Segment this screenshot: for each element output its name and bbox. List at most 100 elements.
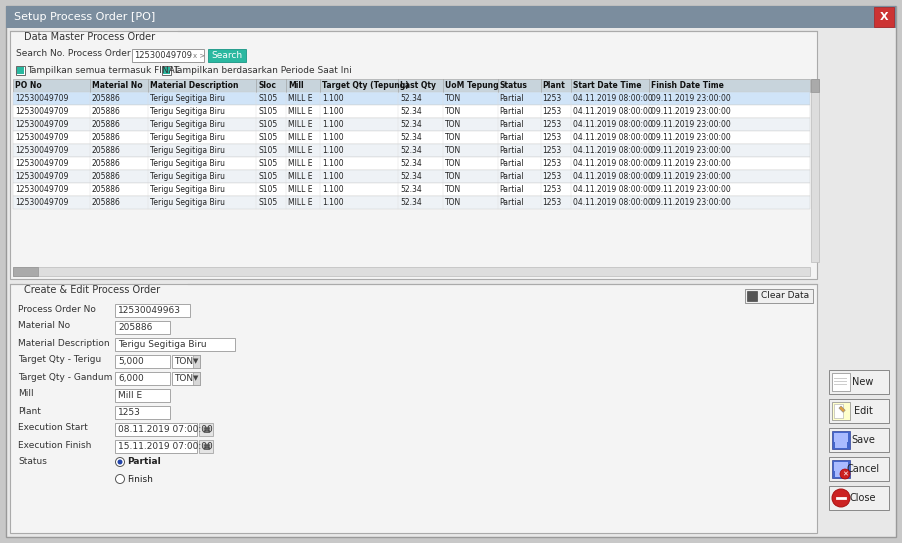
Text: Search: Search — [211, 51, 243, 60]
Text: 1253: 1253 — [543, 159, 562, 168]
Text: 52.34: 52.34 — [400, 94, 422, 103]
Text: 04.11.2019 08:00:00: 04.11.2019 08:00:00 — [573, 146, 653, 155]
Bar — [13, 267, 38, 276]
Text: Partial: Partial — [500, 159, 524, 168]
Bar — [829, 370, 889, 394]
Text: 205886: 205886 — [118, 323, 152, 332]
Text: 52.34: 52.34 — [400, 107, 422, 116]
Text: Material Description: Material Description — [151, 81, 239, 90]
Text: Mill: Mill — [18, 389, 33, 399]
Text: TON: TON — [446, 172, 462, 181]
Text: Clear Data: Clear Data — [761, 292, 809, 300]
Text: 205886: 205886 — [91, 94, 120, 103]
Bar — [13, 105, 810, 118]
Text: Target Qty - Terigu: Target Qty - Terigu — [18, 356, 101, 364]
Bar — [115, 440, 197, 453]
Bar — [10, 31, 817, 279]
Text: MILL E: MILL E — [289, 198, 313, 207]
Bar — [199, 440, 213, 453]
Text: Save: Save — [851, 435, 875, 445]
Bar — [193, 372, 200, 385]
Text: 205886: 205886 — [91, 120, 120, 129]
Text: 09.11.2019 23:00:00: 09.11.2019 23:00:00 — [651, 133, 731, 142]
Bar — [13, 196, 810, 209]
Bar — [829, 399, 889, 423]
Text: 12530049963: 12530049963 — [118, 306, 181, 315]
Bar — [199, 423, 213, 436]
Bar — [829, 457, 889, 481]
Bar — [115, 389, 170, 402]
Text: Partial: Partial — [500, 198, 524, 207]
Bar — [13, 79, 810, 92]
Bar — [745, 289, 813, 303]
Text: Mill: Mill — [289, 81, 304, 90]
Text: 12530049709: 12530049709 — [15, 94, 69, 103]
Text: 52.34: 52.34 — [400, 198, 422, 207]
Bar — [829, 428, 889, 452]
Text: 1253: 1253 — [543, 146, 562, 155]
Text: S105: S105 — [258, 133, 277, 142]
Text: Finish: Finish — [127, 475, 152, 483]
Text: 1.100: 1.100 — [322, 172, 344, 181]
Circle shape — [832, 489, 850, 507]
Text: 1253: 1253 — [543, 172, 562, 181]
Text: S105: S105 — [258, 185, 277, 194]
Text: Terigu Segitiga Biru: Terigu Segitiga Biru — [118, 340, 207, 349]
Text: 12530049709: 12530049709 — [15, 146, 69, 155]
Text: MILL E: MILL E — [289, 94, 313, 103]
Text: MILL E: MILL E — [289, 133, 313, 142]
Text: 52.34: 52.34 — [400, 159, 422, 168]
Text: Terigu Segitiga Biru: Terigu Segitiga Biru — [151, 185, 226, 194]
Text: 09.11.2019 23:00:00: 09.11.2019 23:00:00 — [651, 107, 731, 116]
Text: 12530049709: 12530049709 — [15, 159, 69, 168]
Bar — [115, 304, 190, 317]
Text: 12530049709: 12530049709 — [15, 172, 69, 181]
Text: ▼: ▼ — [193, 376, 198, 382]
Text: Sloc: Sloc — [258, 81, 276, 90]
Text: TON: TON — [446, 198, 462, 207]
Text: Partial: Partial — [500, 146, 524, 155]
Text: New: New — [852, 377, 874, 387]
Bar — [874, 7, 894, 27]
Text: Setup Process Order [PO]: Setup Process Order [PO] — [14, 12, 155, 22]
Text: Terigu Segitiga Biru: Terigu Segitiga Biru — [151, 107, 226, 116]
Bar — [115, 423, 197, 436]
Text: TON: TON — [446, 120, 462, 129]
Bar — [10, 284, 817, 533]
Bar — [811, 79, 819, 262]
Text: Target Qty (Tepung): Target Qty (Tepung) — [322, 81, 409, 90]
Text: MILL E: MILL E — [289, 159, 313, 168]
Bar — [829, 486, 889, 510]
Bar — [13, 170, 810, 183]
Text: 6,000: 6,000 — [118, 374, 143, 383]
Text: 205886: 205886 — [91, 198, 120, 207]
Text: Terigu Segitiga Biru: Terigu Segitiga Biru — [151, 198, 226, 207]
Text: MILL E: MILL E — [289, 120, 313, 129]
Text: 1.100: 1.100 — [322, 107, 344, 116]
Text: S105: S105 — [258, 172, 277, 181]
Text: Partial: Partial — [127, 458, 161, 466]
Text: Create & Edit Process Order: Create & Edit Process Order — [24, 285, 161, 295]
Text: 09.11.2019 23:00:00: 09.11.2019 23:00:00 — [651, 146, 731, 155]
Text: S105: S105 — [258, 146, 277, 155]
Bar — [834, 404, 843, 418]
Text: Partial: Partial — [500, 107, 524, 116]
Text: S105: S105 — [258, 198, 277, 207]
Text: MILL E: MILL E — [289, 185, 313, 194]
Text: 1.100: 1.100 — [322, 185, 344, 194]
Text: 12530049709: 12530049709 — [15, 120, 69, 129]
Text: 1.100: 1.100 — [322, 133, 344, 142]
Text: 09.11.2019 23:00:00: 09.11.2019 23:00:00 — [651, 172, 731, 181]
Text: PO No: PO No — [15, 81, 41, 90]
Text: 04.11.2019 08:00:00: 04.11.2019 08:00:00 — [573, 94, 653, 103]
Text: 52.34: 52.34 — [400, 172, 422, 181]
Bar — [13, 267, 810, 276]
Text: TON: TON — [446, 159, 462, 168]
Bar — [172, 372, 200, 385]
Text: Status: Status — [18, 458, 47, 466]
Text: 04.11.2019 08:00:00: 04.11.2019 08:00:00 — [573, 120, 653, 129]
Text: Material No: Material No — [91, 81, 143, 90]
Text: x >: x > — [193, 53, 206, 59]
Text: Plant: Plant — [543, 81, 566, 90]
Text: Partial: Partial — [500, 120, 524, 129]
